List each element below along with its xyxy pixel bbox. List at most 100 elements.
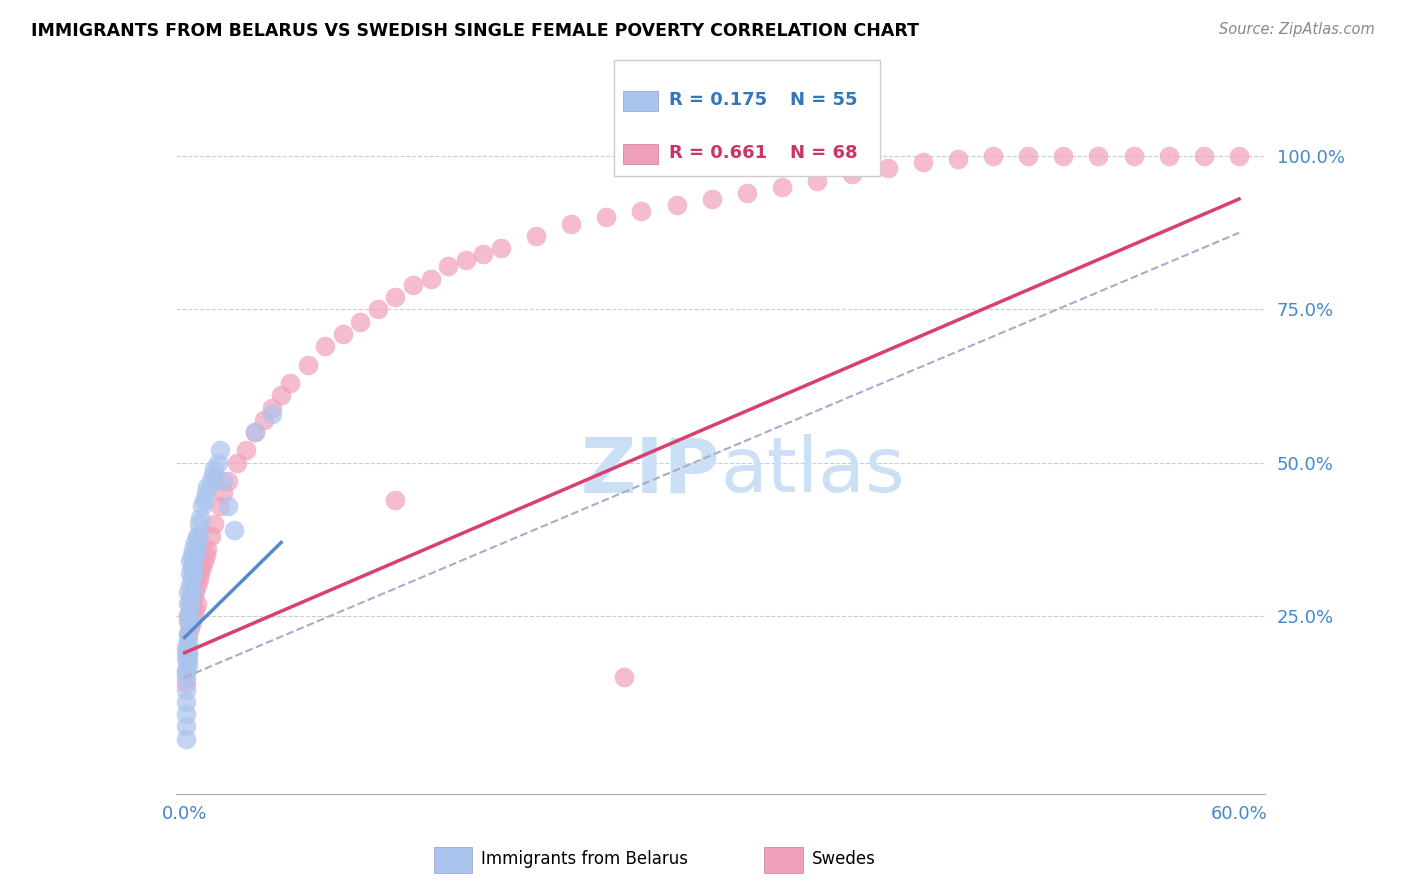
Point	[183, 554, 205, 568]
Point	[314, 339, 336, 353]
Point	[184, 548, 207, 562]
Point	[217, 474, 239, 488]
Point	[180, 584, 202, 599]
Point	[384, 290, 406, 304]
Point	[194, 548, 217, 562]
Point	[186, 597, 208, 611]
Point	[770, 179, 793, 194]
Point	[177, 646, 200, 660]
Point	[200, 529, 222, 543]
Point	[367, 302, 389, 317]
Point	[187, 517, 209, 532]
Point	[180, 597, 202, 611]
Point	[184, 603, 207, 617]
FancyBboxPatch shape	[433, 847, 472, 872]
Point	[419, 271, 441, 285]
Point	[841, 168, 863, 182]
Point	[179, 591, 201, 605]
Point	[332, 326, 354, 341]
Point	[186, 541, 208, 556]
Point	[177, 584, 200, 599]
Point	[187, 529, 209, 543]
Point	[243, 425, 266, 439]
Point	[384, 492, 406, 507]
Point	[177, 609, 200, 624]
Point	[217, 499, 239, 513]
Point	[472, 247, 495, 261]
Point	[184, 535, 207, 549]
Point	[1122, 149, 1144, 163]
Point	[179, 554, 201, 568]
Point	[174, 670, 197, 684]
Point	[177, 597, 200, 611]
Point	[183, 591, 205, 605]
Point	[200, 474, 222, 488]
Point	[489, 241, 512, 255]
Text: atlas: atlas	[721, 434, 905, 508]
Point	[437, 260, 460, 274]
Point	[806, 173, 828, 188]
Text: R = 0.661: R = 0.661	[669, 145, 768, 162]
Point	[180, 572, 202, 586]
Point	[201, 467, 224, 482]
Point	[177, 658, 200, 673]
Point	[207, 456, 229, 470]
Point	[243, 425, 266, 439]
Text: N = 68: N = 68	[790, 145, 858, 162]
Point	[270, 388, 292, 402]
Point	[177, 609, 200, 624]
FancyBboxPatch shape	[623, 145, 658, 164]
Point	[177, 615, 200, 630]
Point	[186, 578, 208, 592]
Text: N = 55: N = 55	[790, 91, 858, 109]
Point	[1227, 149, 1250, 163]
FancyBboxPatch shape	[623, 92, 658, 111]
Point	[278, 376, 301, 390]
Text: ZIP: ZIP	[581, 434, 721, 508]
Point	[226, 456, 249, 470]
Point	[1157, 149, 1180, 163]
Point	[1192, 149, 1215, 163]
Point	[262, 401, 284, 415]
Point	[630, 204, 652, 219]
Point	[174, 695, 197, 709]
Point	[402, 277, 425, 292]
Point	[595, 211, 617, 225]
Point	[235, 443, 257, 458]
Point	[184, 584, 207, 599]
Point	[177, 627, 200, 641]
Point	[183, 566, 205, 581]
Point	[179, 609, 201, 624]
Point	[208, 499, 231, 513]
Point	[187, 572, 209, 586]
Text: R = 0.175: R = 0.175	[669, 91, 768, 109]
Point	[253, 413, 276, 427]
Text: Immigrants from Belarus: Immigrants from Belarus	[481, 849, 688, 868]
Point	[179, 603, 201, 617]
Point	[1087, 149, 1109, 163]
Point	[262, 407, 284, 421]
Point	[180, 560, 202, 574]
Point	[212, 474, 235, 488]
Point	[186, 529, 208, 543]
Point	[193, 492, 215, 507]
Text: Source: ZipAtlas.com: Source: ZipAtlas.com	[1219, 22, 1375, 37]
Point	[179, 566, 201, 581]
Point	[177, 652, 200, 666]
Point	[700, 192, 723, 206]
Point	[188, 566, 211, 581]
Point	[193, 554, 215, 568]
Point	[1017, 149, 1039, 163]
Point	[179, 615, 201, 630]
Point	[212, 486, 235, 500]
Point	[946, 152, 969, 166]
Point	[174, 682, 197, 697]
Point	[191, 560, 214, 574]
Point	[174, 707, 197, 722]
FancyBboxPatch shape	[614, 61, 880, 176]
FancyBboxPatch shape	[765, 847, 803, 872]
Point	[174, 664, 197, 679]
Point	[174, 676, 197, 690]
Point	[454, 253, 477, 268]
Point	[174, 640, 197, 654]
